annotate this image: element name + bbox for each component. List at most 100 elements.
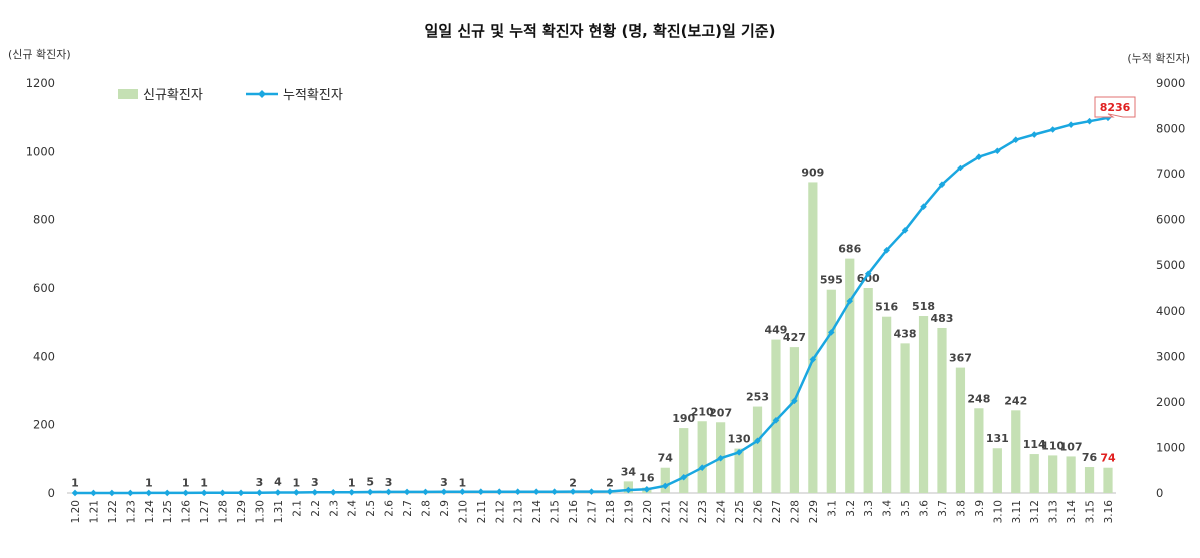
- line-point: [532, 488, 540, 496]
- x-tick-label: 2.5: [365, 500, 377, 517]
- bar-value-label: 1: [459, 477, 467, 490]
- line-point: [1012, 136, 1020, 144]
- bar-value-label: 34: [621, 465, 637, 478]
- left-tick-label: 600: [33, 281, 55, 295]
- left-tick-label: 800: [33, 213, 55, 227]
- bar-value-label: 1: [71, 477, 79, 490]
- line-point: [256, 489, 263, 496]
- line-point: [422, 488, 429, 496]
- left-tick-label: 400: [33, 349, 55, 363]
- line-point: [348, 488, 355, 496]
- bar-value-label: 427: [783, 331, 806, 344]
- line-point: [366, 488, 374, 496]
- right-tick-label: 1000: [1156, 440, 1185, 454]
- x-tick-label: 3.4: [882, 500, 894, 517]
- x-tick-label: 1.20: [70, 500, 82, 523]
- x-tick-label: 3.5: [900, 500, 912, 517]
- line-point: [551, 488, 558, 496]
- bar-value-label: 114: [1023, 438, 1046, 451]
- x-tick-label: 2.25: [734, 500, 746, 523]
- bar-value-label: 248: [967, 392, 990, 405]
- x-tick-label: 3.9: [974, 500, 986, 517]
- bar-value-label: 3: [385, 476, 393, 489]
- bar-value-label: 1: [200, 477, 208, 490]
- bar-value-label: 130: [728, 433, 751, 446]
- x-tick-label: 1.26: [181, 500, 193, 524]
- x-tick-label: 1.31: [273, 500, 285, 523]
- line-point: [975, 153, 983, 161]
- left-tick-label: 0: [48, 486, 55, 500]
- bar: [752, 406, 763, 493]
- left-axis-ticks: 0 200 400 600 800 1000 1200: [26, 76, 55, 500]
- bar: [1084, 467, 1095, 493]
- bar-value-label: 367: [949, 352, 972, 365]
- right-tick-label: 3000: [1156, 349, 1185, 363]
- bar: [900, 343, 910, 493]
- legend-label-new: 신규확진자: [143, 88, 203, 103]
- bar-value-label: 16: [639, 472, 655, 485]
- bar-value-label: 1: [348, 477, 356, 490]
- line-point: [957, 164, 964, 172]
- left-tick-label: 1000: [26, 144, 55, 158]
- bar-value-label: 3: [256, 476, 264, 489]
- x-tick-label: 3.6: [919, 500, 931, 517]
- line-point: [606, 488, 614, 495]
- x-tick-label: 2.2: [310, 500, 322, 517]
- line-point: [403, 488, 411, 496]
- x-tick-label: 2.22: [679, 500, 691, 523]
- line-point: [994, 147, 1001, 155]
- bar-value-label: 131: [986, 432, 1009, 445]
- x-tick-label: 1.28: [218, 500, 230, 523]
- x-tick-label: 3.13: [1048, 500, 1060, 523]
- bar-value-label: 253: [746, 391, 769, 404]
- line-point: [311, 489, 319, 496]
- line-point: [791, 397, 798, 405]
- bar-value-label: 438: [894, 327, 917, 340]
- line-point: [864, 270, 872, 278]
- line-point: [846, 297, 854, 305]
- line-point: [1086, 117, 1093, 125]
- x-tick-label: 3.16: [1103, 500, 1115, 524]
- x-tick-label: 1.21: [88, 500, 100, 523]
- bar-value-label: 4: [274, 476, 282, 489]
- bar-value-label: 1: [293, 477, 301, 490]
- x-tick-label: 2.19: [623, 500, 635, 523]
- line-point: [182, 489, 189, 497]
- right-tick-label: 4000: [1156, 304, 1185, 318]
- bar-value-label: 518: [912, 300, 935, 313]
- bar-value-label: 686: [838, 243, 861, 256]
- x-tick-label: 2.15: [550, 500, 562, 523]
- line-point: [219, 489, 226, 497]
- bar: [882, 316, 892, 493]
- line-point: [809, 356, 817, 363]
- line-point: [440, 488, 448, 496]
- line-point: [828, 329, 835, 336]
- line-point: [754, 437, 761, 445]
- left-tick-label: 1200: [26, 76, 55, 90]
- line-point: [385, 488, 392, 496]
- x-tick-label: 3.12: [1029, 500, 1041, 523]
- bar: [937, 327, 947, 493]
- x-tick-label: 2.27: [771, 500, 783, 523]
- line-point: [625, 486, 632, 494]
- line-point: [643, 485, 651, 493]
- x-tick-label: 1.29: [236, 500, 248, 523]
- right-tick-label: 9000: [1156, 76, 1185, 90]
- x-tick-label: 2.20: [642, 500, 654, 523]
- bar-value-label: 483: [930, 312, 953, 325]
- line-point: [698, 464, 706, 471]
- line-point: [200, 489, 208, 497]
- line-point: [901, 227, 909, 234]
- bar-value-label: 3: [311, 476, 319, 489]
- x-tick-label: 3.14: [1066, 500, 1078, 524]
- bar-labels: 1 1 1 1 3 4 1 3 1 5 3 3 1 2 234 16741902102071302534494…: [71, 166, 1116, 489]
- line-point: [329, 489, 337, 496]
- bar: [955, 367, 966, 493]
- bar-value-label: 2: [606, 476, 614, 489]
- line-point: [90, 489, 97, 497]
- x-tick-label: 2.6: [384, 500, 396, 517]
- legend-bar-swatch: [118, 89, 138, 99]
- x-tick-label: 3.7: [937, 500, 949, 517]
